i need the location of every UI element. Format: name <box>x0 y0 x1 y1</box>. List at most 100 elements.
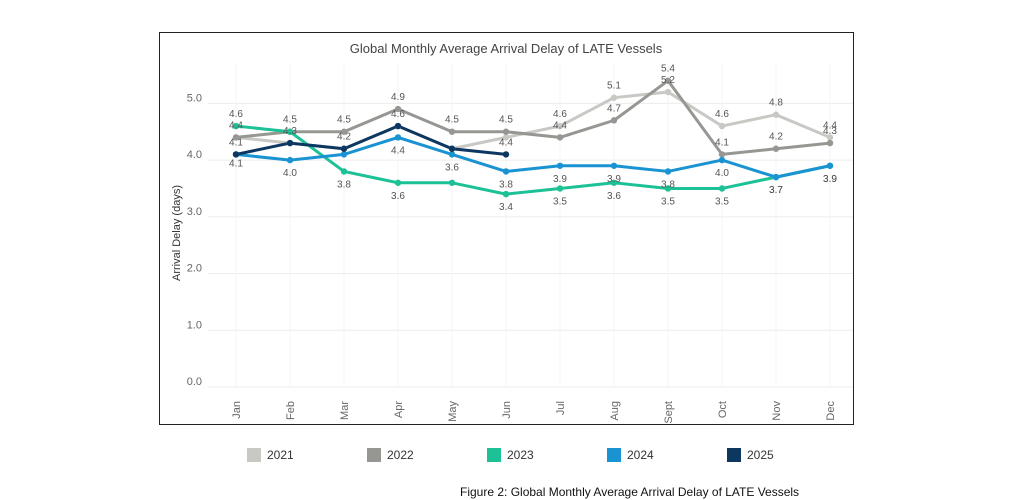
data-point-2022 <box>394 105 402 113</box>
legend-swatch-2021 <box>247 448 261 462</box>
data-point-2024 <box>394 134 402 141</box>
legend-swatch-2022 <box>367 448 381 462</box>
legend-label-2024: 2024 <box>627 448 654 462</box>
data-label-2025: 4.4 <box>499 137 513 148</box>
data-point-2023 <box>232 122 240 130</box>
data-label-2024: 3.9 <box>553 174 567 185</box>
data-label-2023: 4.6 <box>229 109 243 120</box>
legend-item-2022: 2022 <box>367 448 414 462</box>
data-label-2021: 5.1 <box>607 81 621 92</box>
data-point-2023 <box>340 168 348 175</box>
legend-label-2023: 2023 <box>507 448 534 462</box>
data-label-2023: 3.7 <box>769 185 783 196</box>
line-chart: Global Monthly Average Arrival Delay of … <box>171 41 853 424</box>
data-point-2022 <box>664 77 672 84</box>
data-label-2023: 3.6 <box>391 191 405 202</box>
data-label-2023: 3.5 <box>715 196 729 207</box>
data-label-2021: 4.6 <box>391 109 405 120</box>
data-label-2022: 4.2 <box>769 132 783 143</box>
data-label-2021: 4.2 <box>337 132 351 143</box>
x-tick-label: Apr <box>393 401 405 418</box>
data-point-2024 <box>286 156 294 164</box>
data-label-2024: 4.4 <box>391 145 405 156</box>
x-tick-label: Feb <box>285 401 297 420</box>
data-point-2024 <box>718 156 726 164</box>
y-tick-label: 4.0 <box>187 149 202 161</box>
data-label-2022: 4.5 <box>499 115 513 126</box>
data-point-2022 <box>718 151 726 158</box>
data-point-2025 <box>394 122 402 130</box>
x-tick-label: Nov <box>771 401 783 421</box>
data-label-2024: 3.7 <box>769 185 783 196</box>
legend-label-2022: 2022 <box>387 448 414 462</box>
data-point-2022 <box>340 128 348 135</box>
data-point-2021 <box>772 111 780 118</box>
data-point-2021 <box>664 88 672 96</box>
figure-caption: Figure 2: Global Monthly Average Arrival… <box>460 485 800 499</box>
data-label-2024: 3.9 <box>823 174 837 185</box>
chart-title: Global Monthly Average Arrival Delay of … <box>350 41 663 56</box>
data-point-2024 <box>340 151 348 158</box>
data-label-2024: 3.8 <box>661 179 675 190</box>
series-line-2023 <box>234 124 832 196</box>
x-tick-label: Sept <box>663 401 675 424</box>
data-label-2021: 4.6 <box>553 109 567 120</box>
x-tick-label: Jun <box>501 401 513 419</box>
data-point-2023 <box>718 185 726 192</box>
legend-item-2021: 2021 <box>247 448 294 462</box>
series-line-2021 <box>234 90 832 151</box>
data-label-2024: 4.1 <box>229 158 243 169</box>
data-point-2023 <box>448 179 456 186</box>
x-tick-label: May <box>447 401 459 422</box>
x-tick-label: Mar <box>339 401 351 420</box>
data-label-2022: 4.4 <box>553 120 567 131</box>
y-tick-label: 5.0 <box>187 92 202 104</box>
data-point-2025 <box>502 151 510 158</box>
chart-legend: 2021 2022 2023 2024 2025 <box>0 448 1017 466</box>
data-point-2022 <box>448 128 456 135</box>
data-point-2021 <box>718 122 726 130</box>
x-tick-label: Aug <box>609 401 621 421</box>
data-point-2023 <box>286 128 294 135</box>
x-tick-label: Jan <box>231 401 243 419</box>
data-point-2022 <box>556 134 564 141</box>
data-label-2021: 4.8 <box>769 98 783 109</box>
data-label-2022: 4.5 <box>445 115 459 126</box>
data-point-2021 <box>556 122 564 130</box>
legend-item-2025: 2025 <box>727 448 774 462</box>
y-tick-label: 2.0 <box>187 263 202 275</box>
data-label-2023: 3.4 <box>499 202 513 213</box>
data-label-2023: 3.6 <box>607 191 621 202</box>
y-tick-label: 0.0 <box>187 376 202 388</box>
data-point-2025 <box>448 145 456 152</box>
data-point-2022 <box>502 128 510 135</box>
data-label-2021: 4.3 <box>283 126 297 137</box>
data-point-2024 <box>556 162 564 169</box>
data-point-2025 <box>340 145 348 152</box>
data-label-2023: 3.5 <box>661 196 675 207</box>
chart-frame: Global Monthly Average Arrival Delay of … <box>159 32 854 425</box>
data-point-2022 <box>232 134 240 141</box>
data-label-2025: 4.1 <box>229 137 243 148</box>
data-point-2025 <box>286 139 294 147</box>
legend-item-2023: 2023 <box>487 448 534 462</box>
data-point-2022 <box>772 145 780 152</box>
data-point-2025 <box>232 151 240 158</box>
data-point-2024 <box>826 162 834 169</box>
data-label-2023: 3.8 <box>337 179 351 190</box>
x-tick-label: Jul <box>555 401 567 415</box>
data-label-2021: 4.6 <box>715 109 729 120</box>
series-line-2025 <box>234 124 508 156</box>
data-point-2023 <box>394 179 402 186</box>
data-label-2023: 3.9 <box>823 174 837 185</box>
data-point-2023 <box>556 185 564 192</box>
legend-label-2021: 2021 <box>267 448 294 462</box>
data-point-2021 <box>826 134 834 141</box>
data-label-2024: 3.9 <box>607 174 621 185</box>
legend-label-2025: 2025 <box>747 448 774 462</box>
data-label-2021: 5.2 <box>661 75 675 86</box>
data-point-2024 <box>610 162 618 169</box>
data-label-2024: 3.6 <box>445 162 459 173</box>
data-point-2022 <box>610 117 618 124</box>
data-point-2024 <box>664 168 672 175</box>
